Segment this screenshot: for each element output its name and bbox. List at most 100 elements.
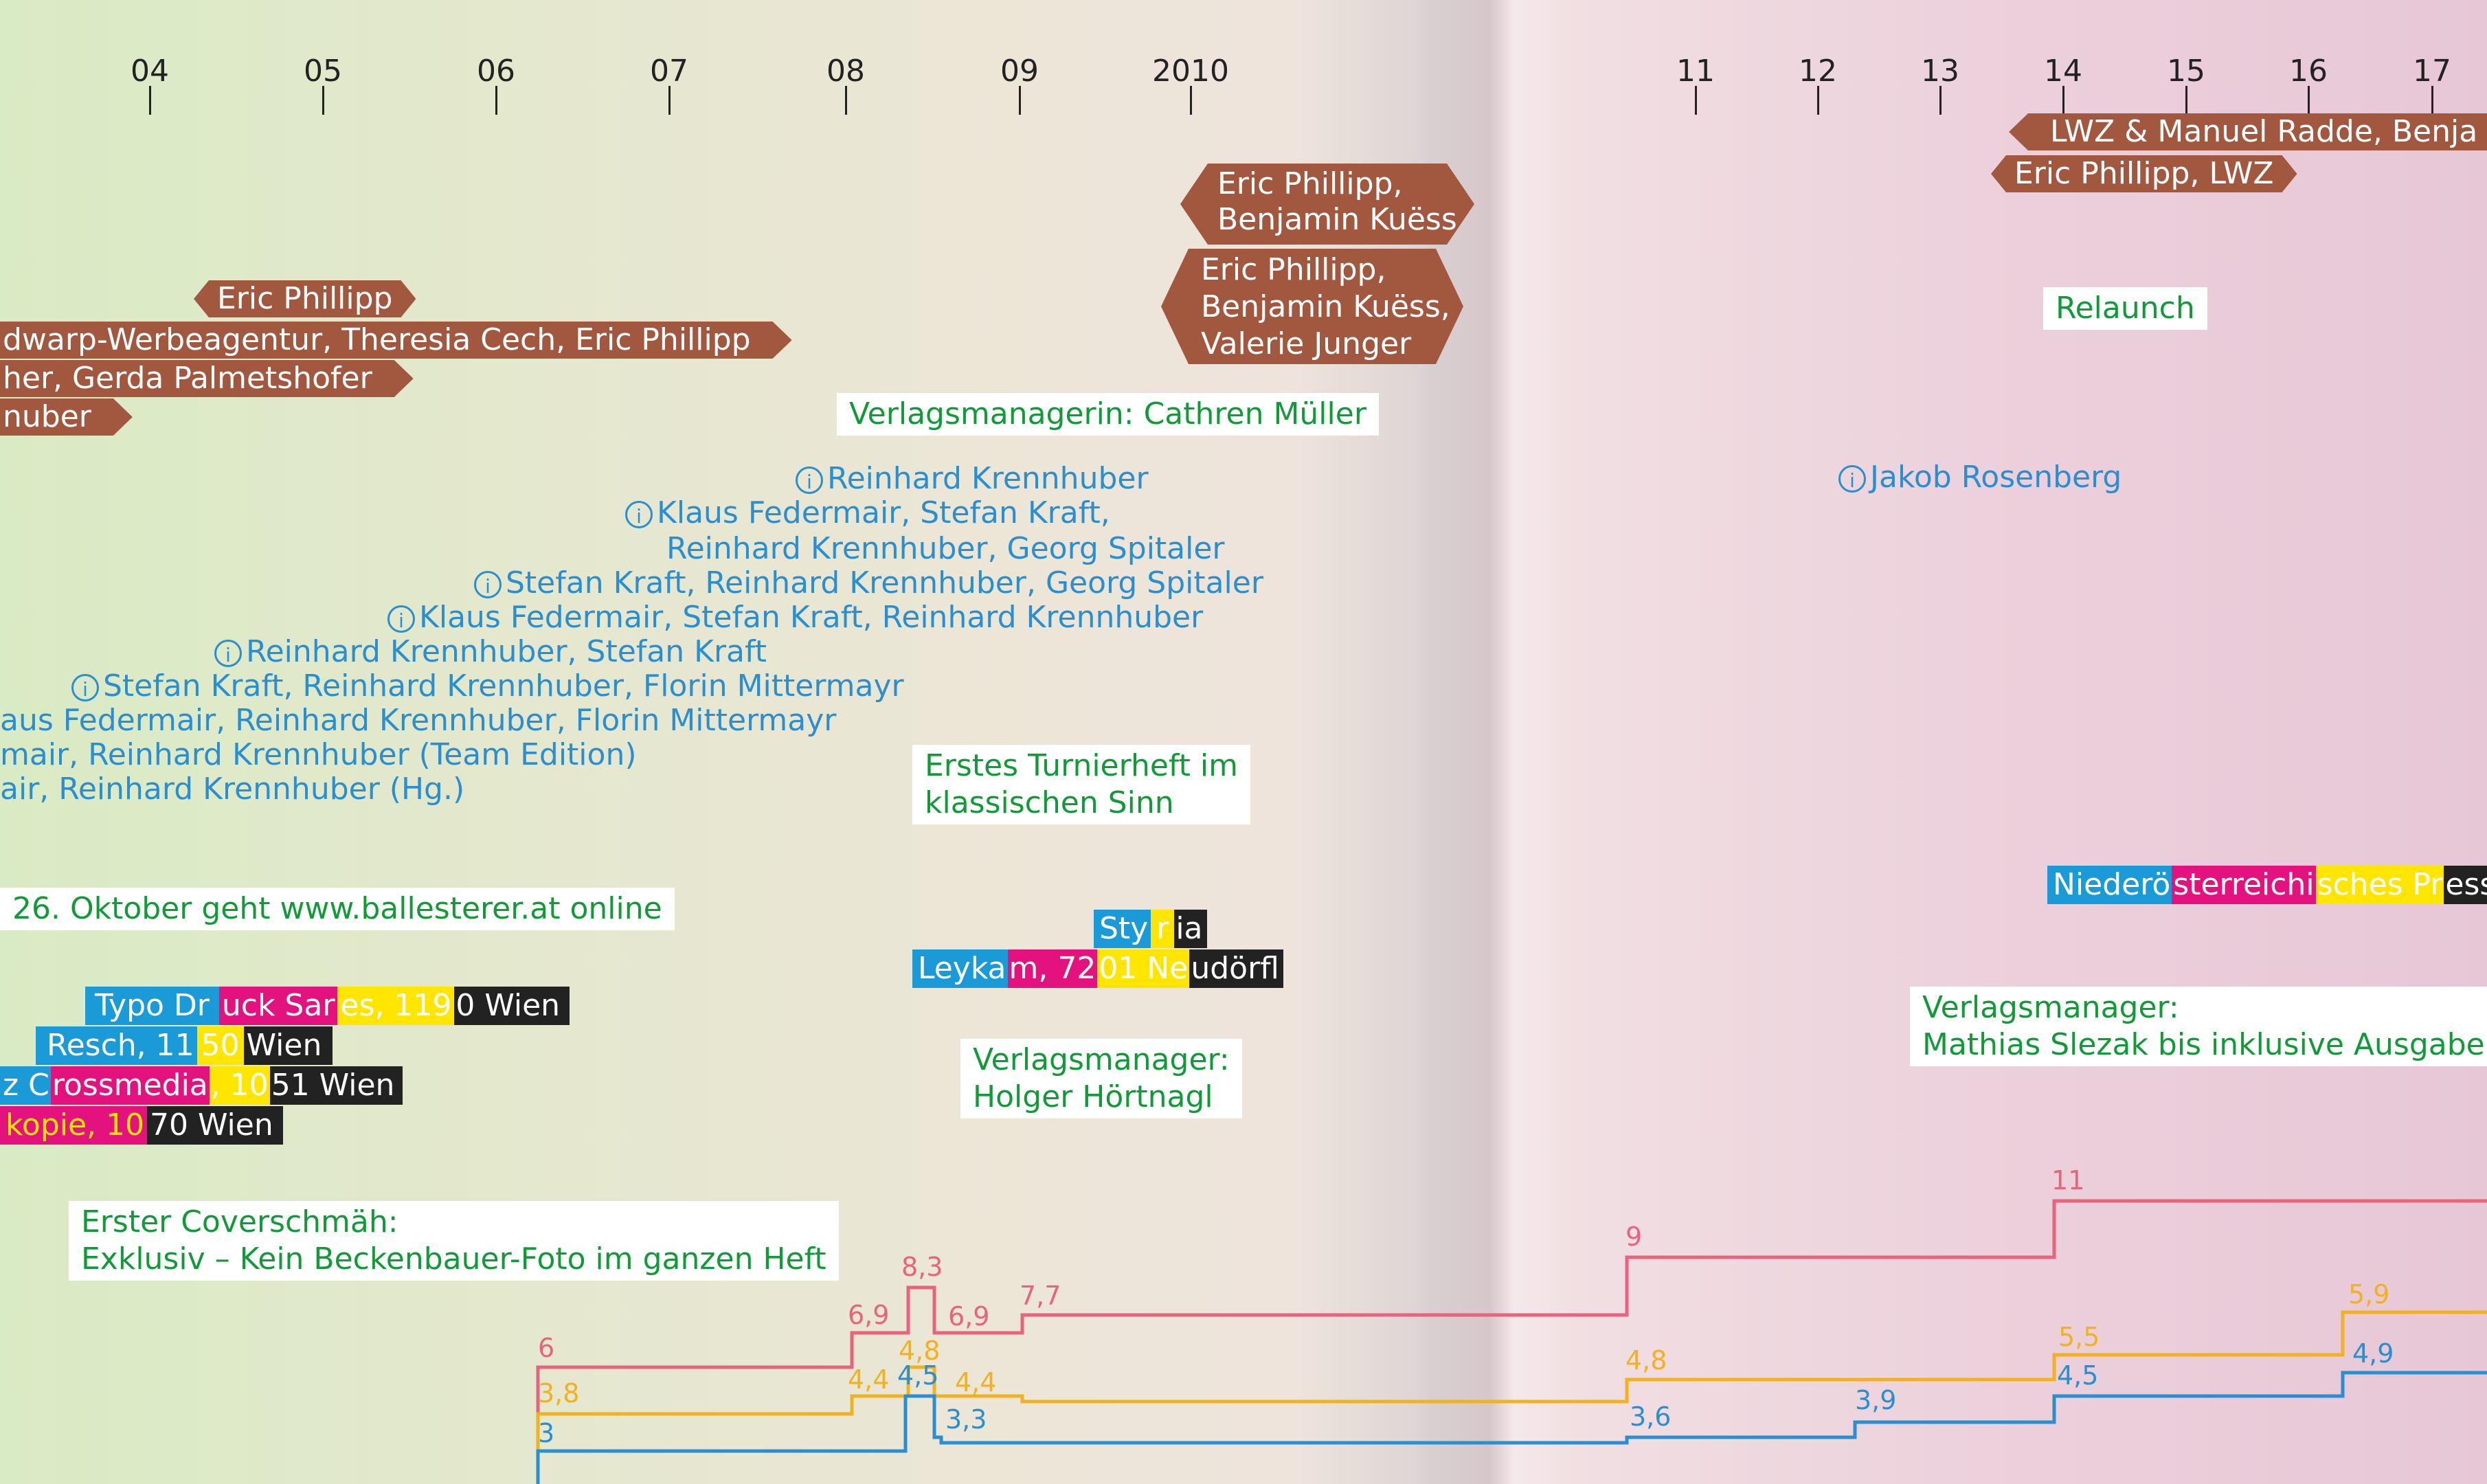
art-direction-bar: Eric Phillipp xyxy=(194,280,416,317)
art-direction-bar: Eric Phillipp, LWZ xyxy=(1991,155,2297,192)
price-label: 4,5 xyxy=(897,1360,939,1391)
info-icon: i xyxy=(214,640,242,667)
editor-entry: i Klaus Federmair, Stefan Kraft, xyxy=(625,496,1110,530)
editor-entry: i Reinhard Krennhuber, Stefan Kraft xyxy=(214,635,767,669)
price-label: 11 xyxy=(2051,1165,2085,1195)
art-direction-bar: Eric Phillipp, Benjamin Kuëss, Valerie J… xyxy=(1161,249,1463,364)
editor-names: Klaus Federmair, Stefan Kraft, Reinhard … xyxy=(419,600,1204,635)
price-label: 4,4 xyxy=(955,1367,997,1397)
price-label: 4,5 xyxy=(2057,1360,2099,1391)
printer-seg-yellow: r xyxy=(1151,910,1175,948)
art-direction-bar: nuber xyxy=(0,398,133,436)
note-box: Erster Coverschmäh: Exklusiv – Kein Beck… xyxy=(69,1201,839,1281)
printer-seg-black: 51 Wien xyxy=(269,1066,403,1105)
printer-seg-black: 0 Wien xyxy=(454,987,570,1025)
printer-seg-cyan: Niederö xyxy=(2047,866,2172,904)
printer-seg-magenta: sterreichi xyxy=(2172,866,2316,904)
printer-seg-magenta: rossmedia xyxy=(50,1066,210,1105)
year-tick: 13 xyxy=(1921,54,1959,89)
price-label: 3,3 xyxy=(945,1404,987,1435)
editor-entry: i Stefan Kraft, Reinhard Krennhuber, Geor… xyxy=(474,566,1263,600)
price-label: 6,9 xyxy=(848,1300,890,1330)
printer-seg-cyan: z C xyxy=(0,1066,51,1105)
price-label: 4,4 xyxy=(848,1364,890,1395)
editor-names: Klaus Federmair, Stefan Kraft, xyxy=(657,495,1110,530)
year-tick: 04 xyxy=(131,54,169,89)
year-tick-mark xyxy=(1019,86,1021,115)
editor-names: Reinhard Krennhuber, Georg Spitaler xyxy=(666,531,1225,566)
year-tick: 15 xyxy=(2167,54,2205,89)
price-label: 3 xyxy=(538,1418,555,1448)
printer-seg-magenta: kopie, 10 xyxy=(0,1106,148,1145)
editor-names: Reinhard Krennhuber, Stefan Kraft xyxy=(246,634,767,669)
note-box: Verlagsmanager: Holger Hörtnagl xyxy=(960,1039,1242,1118)
year-tick-mark xyxy=(2062,86,2064,115)
printer-seg-black: 70 Wien xyxy=(147,1106,283,1145)
year-tick: 2010 xyxy=(1152,54,1229,89)
year-tick: 12 xyxy=(1799,54,1837,89)
info-icon: i xyxy=(625,501,653,528)
editor-names: Reinhard Krennhuber xyxy=(827,461,1149,496)
printer-seg-magenta: m, 72 xyxy=(1007,949,1098,988)
price-label: 7,7 xyxy=(1020,1281,1061,1311)
printer-seg-black: udörfl xyxy=(1189,949,1283,988)
year-tick-mark xyxy=(322,86,324,115)
art-direction-bar: LWZ & Manuel Radde, Benja xyxy=(2009,113,2487,150)
printer-seg-black: Wien xyxy=(243,1026,333,1065)
year-tick: 14 xyxy=(2044,54,2082,89)
printer-bar: Resch, 11 50 Wien xyxy=(36,1026,333,1065)
info-icon: i xyxy=(474,571,502,598)
info-icon: i xyxy=(71,674,99,701)
year-tick: 07 xyxy=(650,54,688,89)
printer-seg-cyan: Typo Dr xyxy=(85,987,219,1025)
note-box: Verlagsmanagerin: Cathren Müller xyxy=(837,393,1379,436)
note-box: Erstes Turnierheft im klassischen Sinn xyxy=(912,745,1250,824)
printer-seg-yellow: es, 119 xyxy=(337,987,455,1025)
printer-seg-yellow: , 10 xyxy=(209,1066,270,1105)
editor-names: aus Federmair, Reinhard Krennhuber, Flor… xyxy=(0,703,837,738)
editor-names: Jakob Rosenberg xyxy=(1870,460,2122,495)
year-tick: 11 xyxy=(1676,54,1715,89)
editor-names: air, Reinhard Krennhuber (Hg.) xyxy=(0,772,465,807)
price-label: 6 xyxy=(538,1333,555,1363)
year-tick-mark xyxy=(149,86,151,115)
printer-seg-yellow: 50 xyxy=(196,1026,244,1065)
price-label: 3,8 xyxy=(538,1378,580,1408)
price-label: 3,9 xyxy=(1855,1385,1897,1415)
note-box: Relaunch xyxy=(2043,287,2207,330)
editor-entry: i Jakob Rosenberg xyxy=(1838,460,2122,495)
year-tick-mark xyxy=(668,86,671,115)
info-icon: i xyxy=(1838,465,1866,493)
printer-bar: Sty r ia xyxy=(1094,910,1207,948)
year-tick-mark xyxy=(2308,86,2310,115)
year-tick-mark xyxy=(2185,86,2187,115)
year-tick: 17 xyxy=(2413,54,2451,89)
price-label: 5,5 xyxy=(2058,1322,2100,1352)
printer-bar: kopie, 10 70 Wien xyxy=(0,1106,283,1145)
year-tick-mark xyxy=(1190,86,1192,115)
note-box: Verlagsmanager: Mathias Slezak bis inklu… xyxy=(1910,987,2487,1066)
editor-entry: i Reinhard Krennhuber xyxy=(796,462,1149,496)
editor-names: Stefan Kraft, Reinhard Krennhuber, Flori… xyxy=(103,668,904,704)
pink-price-line xyxy=(536,1199,2487,1484)
year-tick-mark xyxy=(1817,86,1819,115)
year-tick: 05 xyxy=(304,54,342,89)
editor-names: Stefan Kraft, Reinhard Krennhuber, Georg… xyxy=(506,565,1263,600)
printer-seg-yellow: 01 Ne xyxy=(1097,949,1190,988)
year-tick: 16 xyxy=(2289,54,2328,89)
year-tick: 09 xyxy=(1000,54,1039,89)
editor-names: mair, Reinhard Krennhuber (Team Edition) xyxy=(0,737,637,772)
printer-seg-cyan: Leyka xyxy=(912,949,1008,988)
book-gutter xyxy=(1415,0,1580,1484)
printer-bar: Niederö sterreichi sches Pr esse xyxy=(2047,866,2487,904)
printer-seg-cyan: Sty xyxy=(1094,910,1151,948)
info-icon: i xyxy=(387,605,415,633)
note-box: 26. Oktober geht www.ballesterer.at onli… xyxy=(0,888,675,930)
price-label: 4,8 xyxy=(1625,1345,1667,1375)
year-tick-mark xyxy=(1939,86,1942,115)
price-label: 5,9 xyxy=(2348,1279,2390,1309)
printer-bar: Typo Dr uck Sar es, 119 0 Wien xyxy=(85,987,570,1025)
price-label: 8,3 xyxy=(901,1252,943,1282)
price-label: 3,6 xyxy=(1630,1402,1672,1432)
